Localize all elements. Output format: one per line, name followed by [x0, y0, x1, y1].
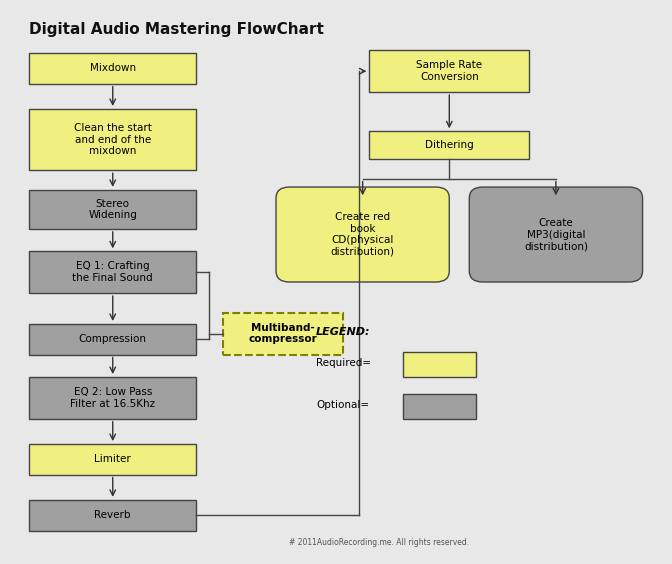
- Text: Optional=: Optional=: [316, 400, 369, 410]
- Text: # 2011AudioRecording.me. All rights reserved.: # 2011AudioRecording.me. All rights rese…: [290, 538, 470, 547]
- FancyBboxPatch shape: [370, 131, 530, 159]
- FancyBboxPatch shape: [30, 252, 196, 293]
- Text: Create
MP3(digital
distribution): Create MP3(digital distribution): [524, 218, 588, 251]
- Text: Mixdown: Mixdown: [89, 63, 136, 73]
- Text: Clean the start
and end of the
mixdown: Clean the start and end of the mixdown: [74, 123, 152, 156]
- Text: LEGEND:: LEGEND:: [316, 327, 370, 337]
- FancyBboxPatch shape: [403, 394, 476, 419]
- Text: Create red
book
CD(physical
distribution): Create red book CD(physical distribution…: [331, 212, 394, 257]
- FancyBboxPatch shape: [222, 312, 343, 355]
- Text: Sample Rate
Conversion: Sample Rate Conversion: [416, 60, 482, 82]
- FancyBboxPatch shape: [30, 324, 196, 355]
- FancyBboxPatch shape: [276, 187, 450, 282]
- Text: Digital Audio Mastering FlowChart: Digital Audio Mastering FlowChart: [30, 23, 325, 37]
- Text: Limiter: Limiter: [94, 455, 131, 464]
- Text: EQ 1: Crafting
the Final Sound: EQ 1: Crafting the Final Sound: [73, 262, 153, 283]
- FancyBboxPatch shape: [403, 352, 476, 377]
- Text: Reverb: Reverb: [95, 510, 131, 520]
- FancyBboxPatch shape: [469, 187, 642, 282]
- FancyBboxPatch shape: [370, 50, 530, 92]
- Text: Compression: Compression: [79, 334, 146, 344]
- FancyBboxPatch shape: [30, 444, 196, 475]
- FancyBboxPatch shape: [30, 53, 196, 83]
- Text: Required=: Required=: [316, 358, 371, 368]
- Text: Multiband-
compressor: Multiband- compressor: [249, 323, 317, 345]
- Text: Dithering: Dithering: [425, 140, 474, 150]
- FancyBboxPatch shape: [30, 500, 196, 531]
- Text: EQ 2: Low Pass
Filter at 16.5Khz: EQ 2: Low Pass Filter at 16.5Khz: [70, 387, 155, 409]
- FancyBboxPatch shape: [30, 190, 196, 229]
- Text: Stereo
Widening: Stereo Widening: [88, 199, 137, 220]
- FancyBboxPatch shape: [30, 109, 196, 170]
- FancyBboxPatch shape: [30, 377, 196, 419]
